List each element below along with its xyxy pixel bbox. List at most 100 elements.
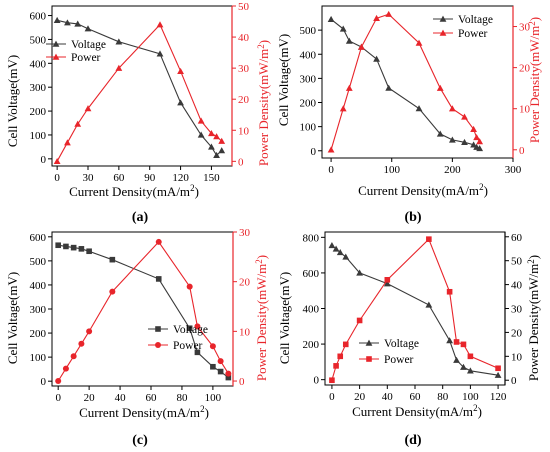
panel-c-voltage-point [55, 242, 61, 249]
panel-d-power-point [337, 353, 344, 360]
panel-d-ytick-right-label: 0 [511, 375, 517, 387]
panel-b-ytick-right-label: 10 [519, 104, 531, 116]
panel-a: 0 30 60 90 120 150 0 100 200 300 400 500 600 0 10 20 30 4… [5, 1, 271, 225]
panel-c-power-point [209, 343, 216, 350]
panel-b-ytick-left-label: 400 [300, 49, 317, 61]
panel-a-ytick-left-label: 100 [30, 130, 47, 142]
panel-a-xlabel: Current Density(mA/m2) [69, 183, 199, 199]
panel-a-ylabel-right-text: Power Density(mW/m [256, 49, 271, 166]
panel-b-ytick-right-label: 20 [519, 63, 531, 75]
panel-c-ylabel-right: Power Density(mW/m2) [254, 255, 269, 381]
panel-b-power-point [461, 113, 468, 120]
panel-c-ytick-left-label: 500 [30, 256, 47, 268]
panel-a-frame [51, 5, 233, 167]
panel-c-legend-power-marker [155, 342, 161, 348]
panel-a-voltage-point [218, 147, 226, 154]
panel-d-ytick-right-label: 50 [511, 256, 523, 268]
panel-b-xlabel-end: ) [484, 183, 488, 198]
panel-c-power-point [109, 288, 116, 295]
panel-a-ytick-left-label: 600 [30, 11, 47, 23]
panel-a-ytick-right-label: 10 [238, 125, 250, 137]
panel-c-power-point [62, 365, 69, 372]
panel-d-legend-power-marker [366, 356, 372, 362]
panel-c-xlabel: Current Density(mA/m2) [79, 404, 209, 420]
panel-d-ytick-left-label: 800 [303, 232, 320, 244]
panel-d-power-point [453, 339, 460, 345]
panel-a-ytick-left-label: 200 [30, 106, 47, 118]
panel-d-voltage-point [460, 363, 467, 370]
panel-c-ytick-right-label: 20 [239, 277, 251, 289]
panel-d-voltage-point [336, 249, 344, 256]
panel-c-voltage-point [225, 374, 232, 381]
panel-d-power-point [329, 377, 335, 384]
panel-b-ytick-left-label: 200 [300, 98, 317, 110]
panel-b-xtick-label: 300 [505, 164, 522, 176]
panel-a-xtick-label: 0 [54, 172, 60, 184]
panel-d-voltage-point [328, 241, 336, 249]
panel-c-xtick-label: 60 [146, 392, 158, 404]
panel-a-power-point [213, 133, 220, 140]
panel-d-ytick-right-label: 20 [511, 327, 523, 339]
panel-b-voltage-point [461, 138, 468, 146]
panel-d-voltage-point [453, 356, 460, 363]
panel-b-power-point [327, 146, 335, 153]
panel-a-power-point [74, 120, 82, 127]
panel-a-voltage-point [84, 25, 92, 32]
panel-a-ytick-right-label: 20 [238, 94, 250, 106]
panel-c-legend-voltage-label: Voltage [173, 324, 208, 336]
panel-c-voltage-line [58, 244, 229, 379]
panel-b-xlabel-text: Current Density(mA/m [358, 183, 479, 198]
panel-a-power-point [208, 129, 215, 137]
panel-c-power-point [55, 378, 62, 385]
panel-d-xlabel-end: ) [478, 404, 482, 419]
panel-b-voltage-point [373, 55, 380, 62]
panel-d-power-point [446, 288, 453, 295]
panel-d-ytick-left-label: 0 [314, 375, 320, 387]
panel-b-power-point [476, 138, 484, 145]
panel-a-voltage-point [115, 38, 123, 45]
panel-a-power-point [197, 117, 205, 124]
panel-b-ytick-right-label: 30 [519, 22, 531, 34]
panel-a-ytick-left-label: 300 [30, 82, 47, 94]
panel-b-ylabel-right: Power Density(mW/m2) [527, 17, 542, 143]
panel-d-voltage-point [383, 280, 391, 287]
panel-b-xtick-label: 100 [383, 164, 400, 176]
panel-d-xtick-label: 40 [382, 391, 394, 403]
panel-c-voltage-point [186, 325, 193, 332]
panel-d-xlabel-text: Current Density(mA/m [352, 404, 473, 419]
panel-d-xtick-label: 0 [329, 391, 335, 403]
panel-c-ylabel-right-text: Power Density(mW/m [254, 264, 269, 381]
panel-b-ytick-left-label: 100 [300, 122, 317, 134]
panel-d-voltage-point [466, 367, 474, 374]
panel-a-ytick-left-label: 0 [41, 154, 47, 166]
panel-c-power-point [186, 283, 193, 290]
panel-a-voltage-point [64, 19, 71, 26]
panel-d-voltage-point [332, 245, 340, 252]
panel-c-frame [51, 231, 234, 387]
panel-c-voltage-point [63, 243, 69, 250]
panel-d-ylabel-right-end: ) [526, 255, 541, 259]
panel-d-power-point [356, 317, 363, 324]
panel-d-voltage-point [446, 337, 454, 344]
panel-b-voltage-point [345, 37, 353, 44]
panel-b-label: (b) [404, 210, 421, 225]
panel-d-ytick-right-label: 10 [511, 351, 523, 363]
panel-a-voltage-point [74, 20, 82, 27]
panel-b-power-point [470, 125, 477, 132]
panel-c-voltage-point [210, 363, 216, 370]
panel-a-legend-voltage-marker [52, 40, 60, 47]
panel-a-power-point [218, 137, 226, 144]
panel-a-ytick-right-label: 50 [238, 1, 250, 13]
panel-a-ytick-right-label: 40 [238, 32, 250, 44]
panel-b-power-point [358, 43, 365, 50]
panel-a-ytick-right-label: 0 [238, 156, 244, 168]
panel-d-xtick-label: 120 [490, 391, 507, 403]
panel-c-xlabel-text: Current Density(mA/m [79, 405, 200, 420]
panel-d-ylabel-right-sup: 2 [526, 259, 536, 264]
panel-c-ytick-right-label: 10 [239, 326, 251, 338]
panel-d-xtick-label: 60 [410, 391, 422, 403]
panel-c-ylabel-right-sup: 2 [254, 259, 264, 264]
panel-b-voltage-point [448, 136, 456, 143]
panel-c-voltage-point [194, 349, 201, 356]
